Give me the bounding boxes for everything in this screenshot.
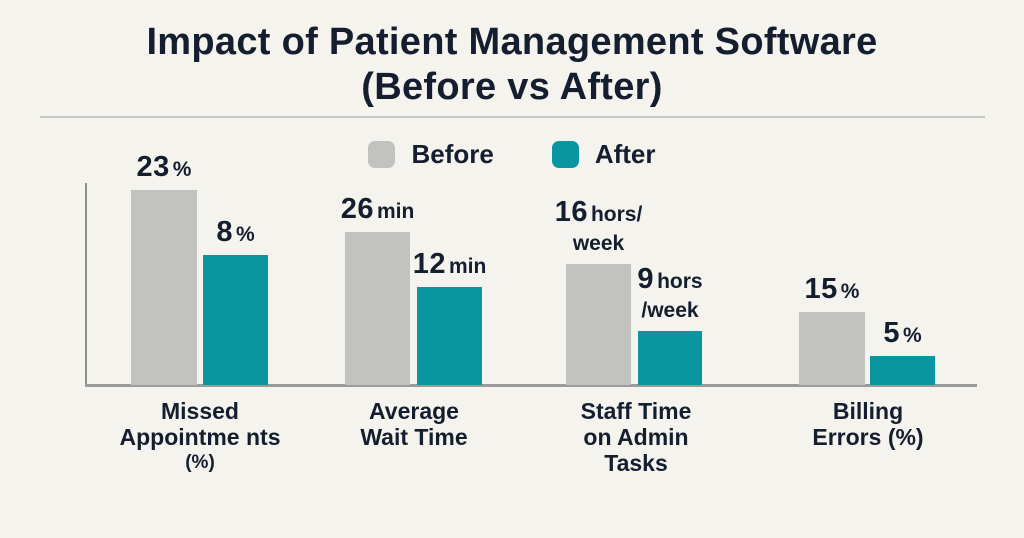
bar-after-billing-errors — [870, 356, 935, 385]
value-label-before-missed-appointments: 23% — [136, 151, 192, 183]
legend-item-before: Before — [368, 139, 494, 170]
x-label-billing-errors: Billing Errors (%) — [812, 398, 924, 450]
value-label-after-average-wait-time: 12 min — [412, 248, 487, 280]
legend-label-after: After — [594, 139, 656, 169]
chart-title: Impact of Patient Management Software (B… — [0, 20, 1024, 110]
legend-item-after: After — [551, 139, 656, 170]
bar-before-missed-appointments — [131, 190, 197, 385]
y-axis-line — [85, 183, 87, 385]
value-label-before-average-wait-time: 26 min — [340, 193, 415, 225]
legend-swatch-after-icon — [551, 141, 579, 168]
bar-after-staff-time-admin-tasks — [638, 331, 702, 385]
value-label-before-billing-errors: 15% — [804, 273, 860, 305]
chart-title-line2: (Before vs After) — [361, 66, 663, 108]
bar-after-missed-appointments — [203, 255, 268, 385]
value-label-after-billing-errors: 5% — [883, 317, 922, 349]
title-divider — [40, 116, 985, 118]
legend: Before After — [0, 139, 1024, 170]
bar-after-average-wait-time — [417, 287, 482, 385]
value-label-after-missed-appointments: 8% — [216, 216, 255, 248]
bar-before-billing-errors — [799, 312, 865, 385]
chart-title-line1: Impact of Patient Management Software — [146, 21, 878, 63]
x-axis-line — [85, 384, 977, 387]
x-label-average-wait-time: Average Wait Time — [360, 398, 468, 450]
bar-before-average-wait-time — [345, 232, 410, 385]
legend-label-before: Before — [411, 139, 494, 169]
x-label-missed-appointments: Missed Appointme nts (%) — [119, 398, 281, 473]
value-label-after-staff-time-admin-tasks: 9 hors/week — [637, 263, 703, 323]
value-label-before-staff-time-admin-tasks: 16 hors/week — [554, 196, 643, 256]
x-label-staff-time-admin-tasks: Staff Time on Admin Tasks — [580, 398, 692, 476]
legend-swatch-before-icon — [368, 141, 396, 168]
bar-before-staff-time-admin-tasks — [566, 264, 631, 385]
